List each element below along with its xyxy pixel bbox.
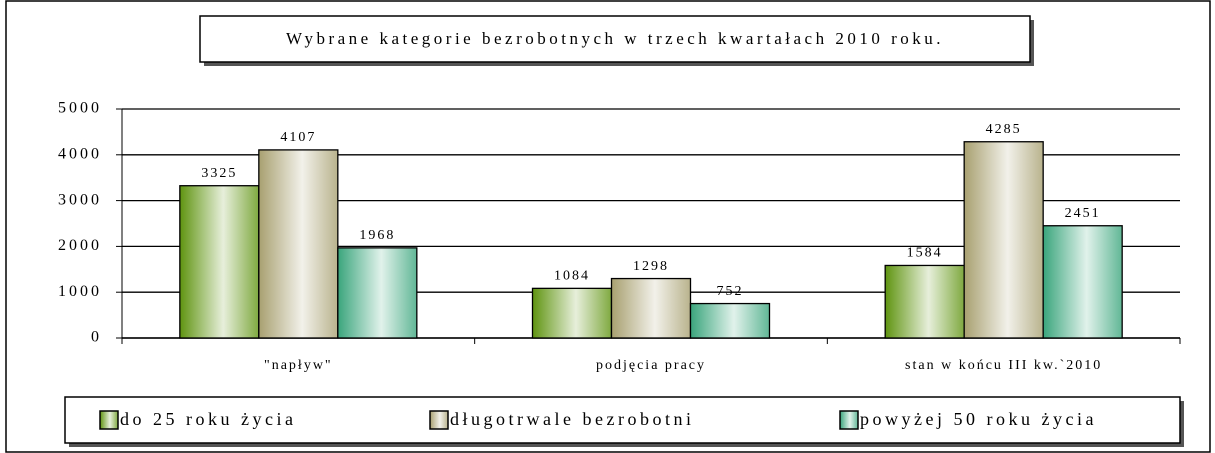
y-tick-label: 3000	[58, 191, 102, 208]
bar	[884, 264, 965, 339]
y-tick-label: 5000	[58, 100, 102, 117]
legend-swatch	[99, 410, 119, 430]
legend-swatch	[839, 410, 859, 430]
x-tick-label: stan w końcu III kw.`2010	[905, 358, 1102, 373]
chart-title: Wybrane kategorie bezrobotnych w trzech …	[286, 29, 944, 48]
y-tick-label: 1000	[58, 283, 102, 300]
y-tick-label: 2000	[58, 237, 102, 254]
bar	[258, 149, 339, 339]
value-label: 752	[717, 284, 744, 299]
value-label: 4285	[986, 122, 1022, 137]
value-label: 2451	[1065, 206, 1101, 221]
title-box	[199, 15, 1031, 63]
x-tick-label: podjęcia pracy	[596, 358, 706, 373]
bar	[179, 185, 260, 339]
bar	[1042, 225, 1123, 339]
legend-label: do 25 roku życia	[120, 409, 296, 429]
value-label: 1968	[359, 228, 395, 243]
legend-swatch	[429, 410, 449, 430]
bar	[963, 141, 1044, 339]
legend-box	[64, 396, 1181, 444]
bar	[531, 287, 613, 339]
y-tick-label: 4000	[58, 145, 102, 162]
bar	[337, 247, 418, 339]
value-label: 1584	[907, 246, 943, 261]
y-tick-label: 0	[91, 329, 102, 346]
value-label: 3325	[201, 166, 237, 181]
bar	[689, 302, 771, 339]
bar	[610, 277, 692, 339]
value-label: 4107	[280, 130, 316, 145]
legend-label: długotrwale bezrobotni	[450, 409, 694, 429]
value-label: 1084	[554, 269, 590, 284]
value-label: 1298	[633, 259, 669, 274]
legend-label: powyżej 50 roku życia	[860, 409, 1097, 429]
x-tick-label: "napływ"	[264, 358, 333, 373]
